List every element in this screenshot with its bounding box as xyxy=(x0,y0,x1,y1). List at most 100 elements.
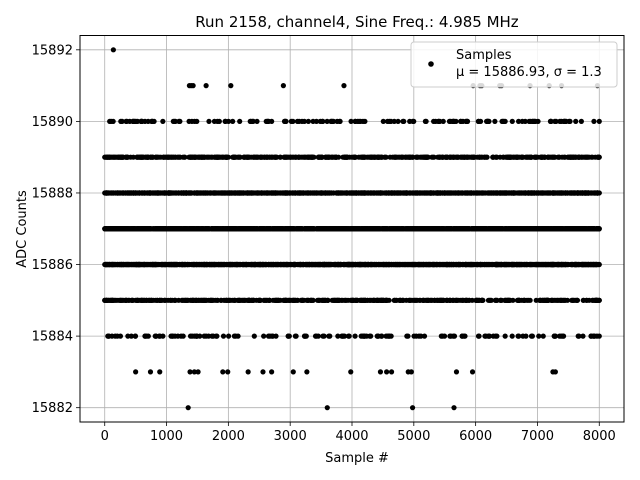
data-point xyxy=(348,226,354,232)
data-point xyxy=(135,261,141,268)
data-point xyxy=(321,333,327,339)
data-point xyxy=(180,333,186,339)
data-point xyxy=(596,333,602,339)
data-point xyxy=(499,297,505,303)
data-point xyxy=(110,297,116,303)
data-point xyxy=(335,297,342,303)
data-point xyxy=(491,226,498,232)
data-point xyxy=(466,297,472,303)
data-point xyxy=(159,226,166,232)
data-point xyxy=(283,297,289,303)
data-point xyxy=(337,261,344,268)
data-point xyxy=(447,261,453,268)
data-point xyxy=(448,333,454,339)
data-point xyxy=(241,226,247,232)
data-point xyxy=(399,297,406,303)
data-point xyxy=(226,333,232,339)
data-point xyxy=(221,261,227,268)
data-point xyxy=(502,333,508,339)
data-point xyxy=(580,333,586,339)
data-point xyxy=(210,226,217,232)
data-point xyxy=(177,226,183,232)
data-point xyxy=(390,261,397,268)
data-point xyxy=(512,226,519,232)
data-point xyxy=(278,226,284,232)
data-point xyxy=(160,333,166,339)
data-point xyxy=(412,261,418,268)
data-point xyxy=(475,333,482,339)
data-point xyxy=(310,297,316,303)
data-point xyxy=(468,261,474,268)
data-point xyxy=(240,261,246,268)
data-point xyxy=(428,261,434,268)
data-point xyxy=(190,297,196,303)
data-point xyxy=(368,226,374,232)
data-point xyxy=(187,333,194,339)
data-point xyxy=(184,261,190,268)
data-point xyxy=(516,333,522,339)
data-point xyxy=(331,297,337,303)
data-point xyxy=(150,261,156,268)
data-point xyxy=(558,261,564,268)
data-point xyxy=(362,226,368,232)
data-point xyxy=(380,226,387,232)
data-point xyxy=(520,226,526,232)
data-point xyxy=(486,261,492,268)
data-point xyxy=(543,297,549,303)
data-point xyxy=(109,226,115,232)
data-point xyxy=(276,297,282,303)
data-point xyxy=(291,226,297,232)
data-point xyxy=(588,333,594,339)
data-point xyxy=(441,333,448,339)
data-point xyxy=(224,297,230,303)
data-point xyxy=(263,297,269,303)
data-point xyxy=(230,297,236,303)
data-point xyxy=(285,333,291,339)
data-point xyxy=(383,333,389,339)
data-point xyxy=(410,226,416,232)
data-point xyxy=(208,297,214,303)
data-point xyxy=(431,297,438,303)
data-point xyxy=(298,261,304,268)
data-point xyxy=(161,297,168,303)
data-point xyxy=(575,333,581,339)
data-point xyxy=(588,261,595,268)
data-point xyxy=(510,297,516,303)
data-point xyxy=(189,261,195,268)
data-point xyxy=(550,226,557,232)
data-point xyxy=(139,297,145,303)
data-point xyxy=(147,226,153,232)
data-point xyxy=(194,261,200,268)
data-point xyxy=(139,226,145,232)
data-point xyxy=(558,297,564,303)
data-point xyxy=(577,226,583,232)
data-point xyxy=(306,226,312,232)
data-point xyxy=(519,297,525,303)
data-point xyxy=(269,333,275,339)
data-point xyxy=(441,261,447,268)
data-point xyxy=(374,333,380,339)
data-point xyxy=(523,333,529,339)
data-point xyxy=(121,261,127,268)
data-point xyxy=(379,333,385,339)
data-point xyxy=(565,261,571,268)
data-point xyxy=(102,261,108,268)
data-point xyxy=(210,333,216,339)
data-point xyxy=(408,297,414,303)
data-point xyxy=(218,297,224,303)
data-point xyxy=(356,226,362,232)
data-point xyxy=(167,261,173,268)
data-point xyxy=(569,261,575,268)
data-point xyxy=(197,333,203,339)
data-point xyxy=(367,261,373,268)
data-point xyxy=(528,333,535,339)
data-point xyxy=(590,226,596,232)
data-point xyxy=(551,261,558,268)
data-point xyxy=(399,226,405,232)
data-point xyxy=(505,261,511,268)
data-point xyxy=(420,261,426,268)
data-point xyxy=(242,297,248,303)
data-point xyxy=(574,261,580,268)
data-point xyxy=(159,261,165,268)
